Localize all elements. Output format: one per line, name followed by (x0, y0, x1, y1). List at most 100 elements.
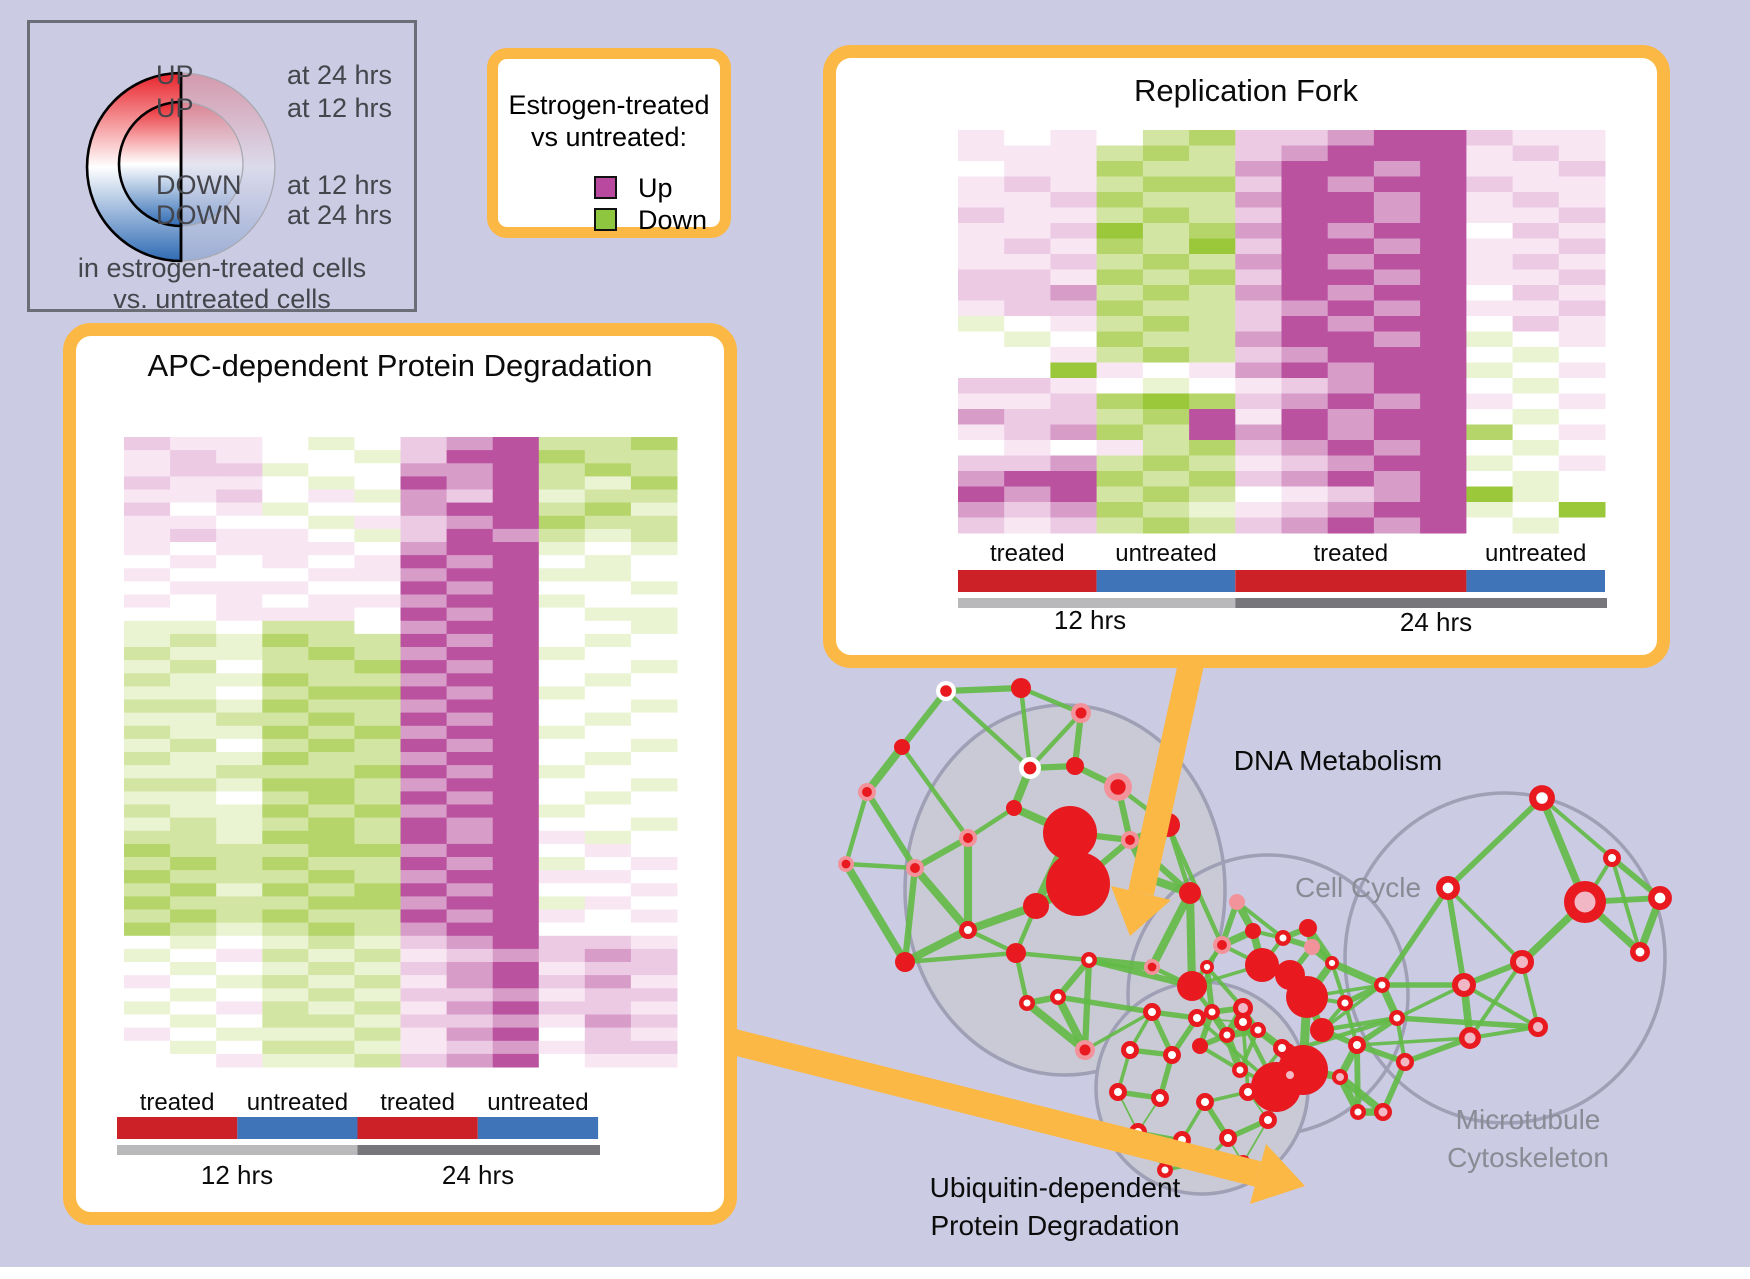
updown-legend-title-2: vs untreated: (530, 122, 688, 152)
cluster-label-cc: Cell Cycle (1295, 872, 1421, 903)
network-node (1229, 894, 1245, 910)
ring-legend-icon (85, 71, 276, 263)
callout-arrow-2 (726, 1028, 1305, 1204)
network-node (1603, 849, 1621, 867)
ring-legend-up-inner: UP (156, 93, 194, 123)
ring-legend-box: UP at 24 hrs UP at 12 hrs DOWN at 12 hrs… (27, 20, 417, 314)
network-node (1023, 893, 1049, 919)
network-node (1396, 1053, 1414, 1071)
up-color-swatch (594, 176, 617, 199)
network-node (1204, 1004, 1220, 1020)
down-color-swatch (594, 208, 617, 231)
time-label: 12 hrs (1054, 605, 1126, 635)
network-node (1337, 995, 1353, 1011)
network-node (1348, 1036, 1366, 1054)
network-node (1275, 930, 1291, 946)
ring-legend-at12-a: at 12 hrs (286, 93, 392, 123)
network-node (1006, 800, 1022, 816)
network-node (1304, 939, 1320, 955)
network-node (895, 952, 915, 972)
replication-fork-panel-title: Replication Fork (1134, 73, 1358, 108)
network-node (1374, 1103, 1392, 1121)
network-node (1529, 785, 1555, 811)
apc-heatmap: APC-dependent Protein Degradation treate… (117, 348, 678, 1190)
ring-legend-up-outer: UP (156, 60, 194, 90)
network-node (1273, 1039, 1291, 1057)
replication-fork-heatmap: Replication Fork treated untreated treated… (958, 73, 1607, 637)
network-node (1177, 971, 1207, 1001)
network-node (1006, 943, 1026, 963)
ring-legend-at24-b: at 24 hrs (286, 200, 392, 230)
sample-group-label: untreated (247, 1089, 348, 1116)
network-node (1325, 956, 1339, 970)
network-node (1528, 1017, 1548, 1037)
network-node (1219, 1027, 1235, 1043)
network-node (959, 921, 977, 939)
network-node (1157, 1162, 1173, 1178)
network-node (1332, 1069, 1348, 1085)
network-node (1121, 1041, 1139, 1059)
time-label: 12 hrs (201, 1160, 273, 1190)
network-node (1151, 1089, 1169, 1107)
network-node (1200, 960, 1214, 974)
apc-panel: APC-dependent Protein Degradation treate… (63, 323, 737, 1225)
network-node (1234, 1013, 1252, 1031)
network-node (1163, 1046, 1181, 1064)
updown-legend-title-1: Estrogen-treated (508, 90, 710, 120)
network-node (1043, 806, 1097, 860)
network-node (1459, 1027, 1481, 1049)
network-node (894, 739, 910, 755)
network-node (1196, 1093, 1214, 1111)
network-node (1046, 852, 1110, 916)
network-node (1179, 882, 1201, 904)
network-node (1019, 995, 1035, 1011)
cluster-label-mt: Cytoskeleton (1447, 1142, 1609, 1173)
cluster-label-dna: DNA Metabolism (1234, 745, 1443, 776)
network-node (1452, 973, 1476, 997)
network-node (1188, 1009, 1206, 1027)
network-node (1436, 876, 1460, 900)
network-node (1374, 977, 1390, 993)
sample-group-label: untreated (487, 1089, 588, 1116)
network-node (1310, 1018, 1334, 1042)
sample-group-label: treated (380, 1089, 455, 1116)
network-node (1011, 678, 1031, 698)
network-node (1648, 886, 1672, 910)
sample-group-label: treated (140, 1089, 215, 1116)
sample-group-label: untreated (1115, 540, 1216, 567)
ring-legend-caption-2: vs. untreated cells (113, 284, 331, 314)
sample-group-label: untreated (1485, 540, 1586, 567)
replication-fork-panel: Replication Fork treated untreated treated… (823, 45, 1670, 668)
cluster-circle-mt (1343, 791, 1667, 1125)
network-node (1286, 976, 1328, 1018)
cluster-label-ub: Protein Degradation (930, 1210, 1179, 1241)
network-node (1239, 1083, 1257, 1101)
network-node (1630, 942, 1650, 962)
ring-legend-at24-a: at 24 hrs (286, 60, 392, 90)
ring-legend-at12-b: at 12 hrs (286, 170, 392, 200)
time-label: 24 hrs (442, 1160, 514, 1190)
network-node (1299, 919, 1317, 937)
network-node (1109, 1083, 1127, 1101)
network-node (1192, 1038, 1208, 1054)
network-node (1219, 1129, 1237, 1147)
network-node (1245, 923, 1261, 939)
cluster-label-mt: Microtubule (1456, 1104, 1601, 1135)
sample-group-label: treated (990, 540, 1065, 567)
network-node (1510, 950, 1534, 974)
up-label: Up (638, 173, 673, 203)
cluster-label-ub: Ubiquitin-dependent (930, 1172, 1181, 1203)
network-node (1081, 952, 1097, 968)
network-node (1066, 757, 1084, 775)
network-node (1143, 1003, 1161, 1021)
ring-legend-down-outer: DOWN (156, 200, 242, 230)
updown-legend-box: Estrogen-treated vs untreated: Up Down (487, 48, 731, 238)
callout-arrow-1 (1111, 652, 1206, 936)
ring-legend-down-inner: DOWN (156, 170, 242, 200)
network-node (1232, 1062, 1248, 1078)
network-node (1259, 1111, 1277, 1129)
down-label: Down (638, 205, 708, 235)
network-node (1250, 1022, 1266, 1038)
